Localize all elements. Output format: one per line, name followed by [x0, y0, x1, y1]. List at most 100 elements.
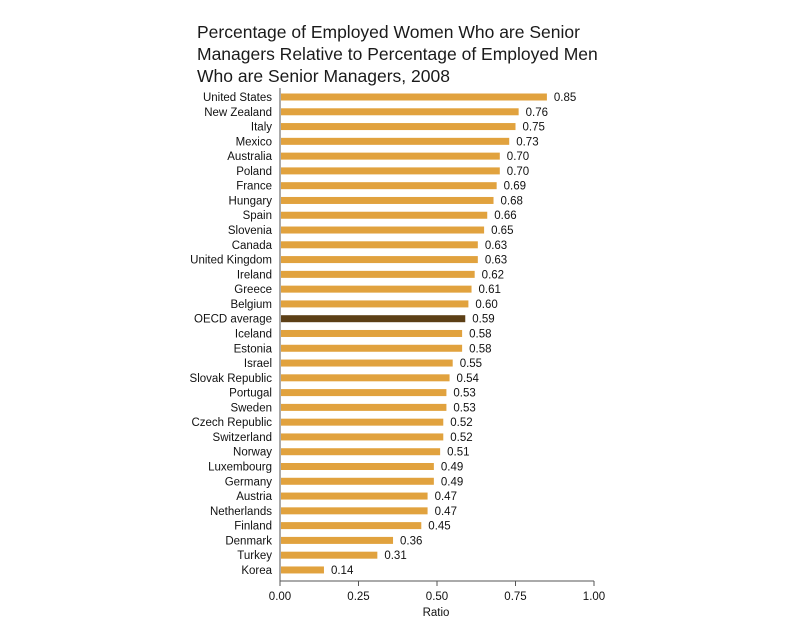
- category-label: Denmark: [225, 535, 272, 547]
- chart-title-line-1: Percentage of Employed Women Who are Sen…: [197, 22, 580, 42]
- bar: [281, 403, 447, 411]
- x-tick-label: 0.75: [504, 591, 526, 603]
- x-axis-title: Ratio: [423, 607, 450, 619]
- value-label: 0.49: [441, 476, 463, 488]
- bar: [281, 507, 428, 515]
- value-label: 0.85: [554, 92, 576, 104]
- category-label: Slovenia: [228, 225, 273, 237]
- value-label: 0.45: [428, 521, 450, 533]
- value-label: 0.53: [453, 402, 475, 414]
- category-label: Turkey: [237, 550, 272, 562]
- bar-oecd-average: [281, 315, 466, 323]
- category-label: Iceland: [235, 328, 272, 340]
- value-label: 0.61: [479, 284, 501, 296]
- value-label: 0.73: [516, 136, 538, 148]
- bar: [281, 448, 441, 456]
- category-label: Spain: [243, 210, 272, 222]
- bars-layer: United States 0.85 New Zealand 0.76 Italy 0.7…: [190, 92, 577, 577]
- category-label: Canada: [232, 240, 273, 252]
- bar: [281, 226, 485, 234]
- value-label: 0.52: [450, 432, 472, 444]
- category-label: Luxembourg: [208, 462, 272, 474]
- bar: [281, 433, 444, 441]
- category-label: Belgium: [230, 299, 272, 311]
- category-label: United Kingdom: [190, 255, 272, 267]
- value-label: 0.14: [331, 565, 354, 577]
- axes-layer: 0.00 0.25 0.50 0.75 1.00: [269, 88, 605, 603]
- category-label: Australia: [227, 151, 272, 163]
- bar: [281, 211, 488, 219]
- value-label: 0.62: [482, 269, 504, 281]
- bar: [281, 389, 447, 397]
- bar: [281, 93, 547, 101]
- x-tick-label: 0.25: [347, 591, 369, 603]
- value-label: 0.69: [504, 181, 526, 193]
- category-label: Portugal: [229, 388, 272, 400]
- value-label: 0.54: [457, 373, 480, 385]
- value-label: 0.63: [485, 255, 507, 267]
- category-label: Netherlands: [210, 506, 272, 518]
- value-label: 0.68: [501, 195, 523, 207]
- value-label: 0.66: [494, 210, 516, 222]
- category-label: France: [236, 181, 272, 193]
- value-label: 0.70: [507, 151, 529, 163]
- category-label: Hungary: [229, 195, 273, 207]
- bar: [281, 241, 478, 249]
- value-label: 0.51: [447, 447, 469, 459]
- bar: [281, 477, 434, 485]
- value-label: 0.60: [475, 299, 497, 311]
- bar: [281, 329, 463, 337]
- chart-title-line-2: Managers Relative to Percentage of Emplo…: [197, 44, 598, 64]
- value-label: 0.31: [384, 550, 406, 562]
- category-label: Austria: [236, 491, 272, 503]
- bar: [281, 359, 453, 367]
- category-label: Korea: [241, 565, 272, 577]
- bar: [281, 152, 500, 160]
- bar: [281, 137, 510, 145]
- value-label: 0.52: [450, 417, 472, 429]
- category-label: Norway: [233, 447, 272, 459]
- category-label: Sweden: [230, 402, 272, 414]
- category-label: United States: [203, 92, 272, 104]
- bar: [281, 566, 324, 574]
- bar: [281, 167, 500, 175]
- category-label: Mexico: [236, 136, 272, 148]
- category-label: Italy: [251, 122, 272, 134]
- bar: [281, 492, 428, 500]
- x-tick-label: 1.00: [583, 591, 605, 603]
- category-label: Finland: [234, 521, 272, 533]
- value-label: 0.65: [491, 225, 513, 237]
- x-tick-label: 0.50: [426, 591, 448, 603]
- category-label: Switzerland: [213, 432, 272, 444]
- value-label: 0.55: [460, 358, 482, 370]
- bar: [281, 256, 478, 264]
- category-label: Slovak Republic: [190, 373, 273, 385]
- value-label: 0.58: [469, 343, 491, 355]
- bar: [281, 551, 378, 559]
- value-label: 0.75: [523, 122, 545, 134]
- value-label: 0.36: [400, 535, 422, 547]
- value-label: 0.59: [472, 314, 494, 326]
- value-label: 0.47: [435, 506, 457, 518]
- bar: [281, 270, 475, 278]
- bar: [281, 418, 444, 426]
- category-label: Poland: [236, 166, 272, 178]
- category-label: Israel: [244, 358, 272, 370]
- category-label: New Zealand: [204, 107, 272, 119]
- category-label: Germany: [225, 476, 273, 488]
- value-label: 0.47: [435, 491, 457, 503]
- bar: [281, 108, 519, 116]
- bar: [281, 196, 494, 204]
- value-label: 0.58: [469, 328, 491, 340]
- value-label: 0.70: [507, 166, 529, 178]
- bar: [281, 536, 394, 544]
- value-label: 0.63: [485, 240, 507, 252]
- bar: [281, 123, 516, 131]
- category-label: Ireland: [237, 269, 272, 281]
- value-label: 0.53: [453, 388, 475, 400]
- category-label: Estonia: [234, 343, 273, 355]
- category-label: Czech Republic: [191, 417, 272, 429]
- x-tick-label: 0.00: [269, 591, 291, 603]
